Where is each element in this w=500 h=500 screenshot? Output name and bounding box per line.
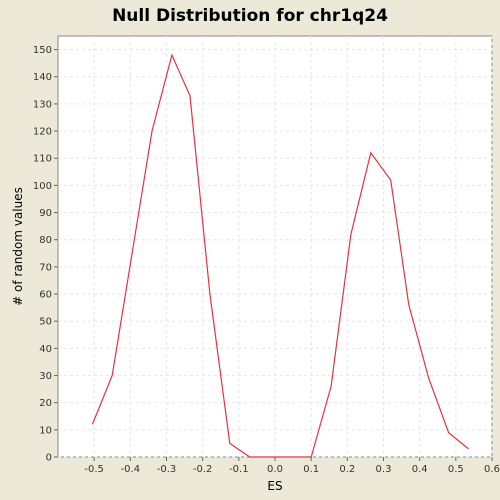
axes: -0.5 -0.4 -0.3 -0.2 -0.1 0.0 0.1 0.2 0.3 0.4 0.5 0.… bbox=[33, 45, 500, 475]
y-tick-label: 0 bbox=[46, 453, 52, 464]
x-tick-label: 0.3 bbox=[376, 464, 392, 475]
y-tick-label: 40 bbox=[39, 344, 52, 355]
x-tick-label: -0.4 bbox=[121, 464, 141, 475]
x-tick-label: 0.2 bbox=[339, 464, 355, 475]
x-tick-label: 0.0 bbox=[267, 464, 283, 475]
series-line bbox=[91, 53, 469, 458]
y-tick-label: 90 bbox=[39, 208, 52, 219]
y-tick-label: 10 bbox=[39, 425, 52, 436]
x-tick-label: -0.2 bbox=[193, 464, 213, 475]
x-axis-label: ES bbox=[267, 479, 282, 493]
y-tick-label: 130 bbox=[33, 99, 52, 110]
x-tick-label: -0.1 bbox=[229, 464, 249, 475]
y-tick-label: 60 bbox=[39, 290, 52, 301]
y-tick-label: 30 bbox=[39, 371, 52, 382]
series-layer bbox=[91, 53, 469, 458]
x-tick-label: -0.5 bbox=[84, 464, 104, 475]
y-axis-label: # of random values bbox=[11, 187, 25, 306]
x-tick-label: 0.6 bbox=[484, 464, 500, 475]
y-tick-label: 140 bbox=[33, 72, 52, 83]
chart-title: Null Distribution for chr1q24 bbox=[112, 6, 388, 26]
x-tick-label: 0.1 bbox=[303, 464, 319, 475]
grid bbox=[58, 36, 493, 458]
y-tick-label: 50 bbox=[39, 317, 52, 328]
x-tick-label: 0.4 bbox=[412, 464, 428, 475]
y-tick-label: 120 bbox=[33, 127, 52, 138]
y-tick-label: 110 bbox=[33, 154, 52, 165]
y-tick-label: 100 bbox=[33, 181, 52, 192]
y-tick-label: 80 bbox=[39, 235, 52, 246]
y-tick-label: 150 bbox=[33, 45, 52, 56]
y-tick-label: 20 bbox=[39, 398, 52, 409]
y-tick-label: 70 bbox=[39, 262, 52, 273]
x-tick-label: -0.3 bbox=[157, 464, 177, 475]
x-tick-label: 0.5 bbox=[448, 464, 464, 475]
